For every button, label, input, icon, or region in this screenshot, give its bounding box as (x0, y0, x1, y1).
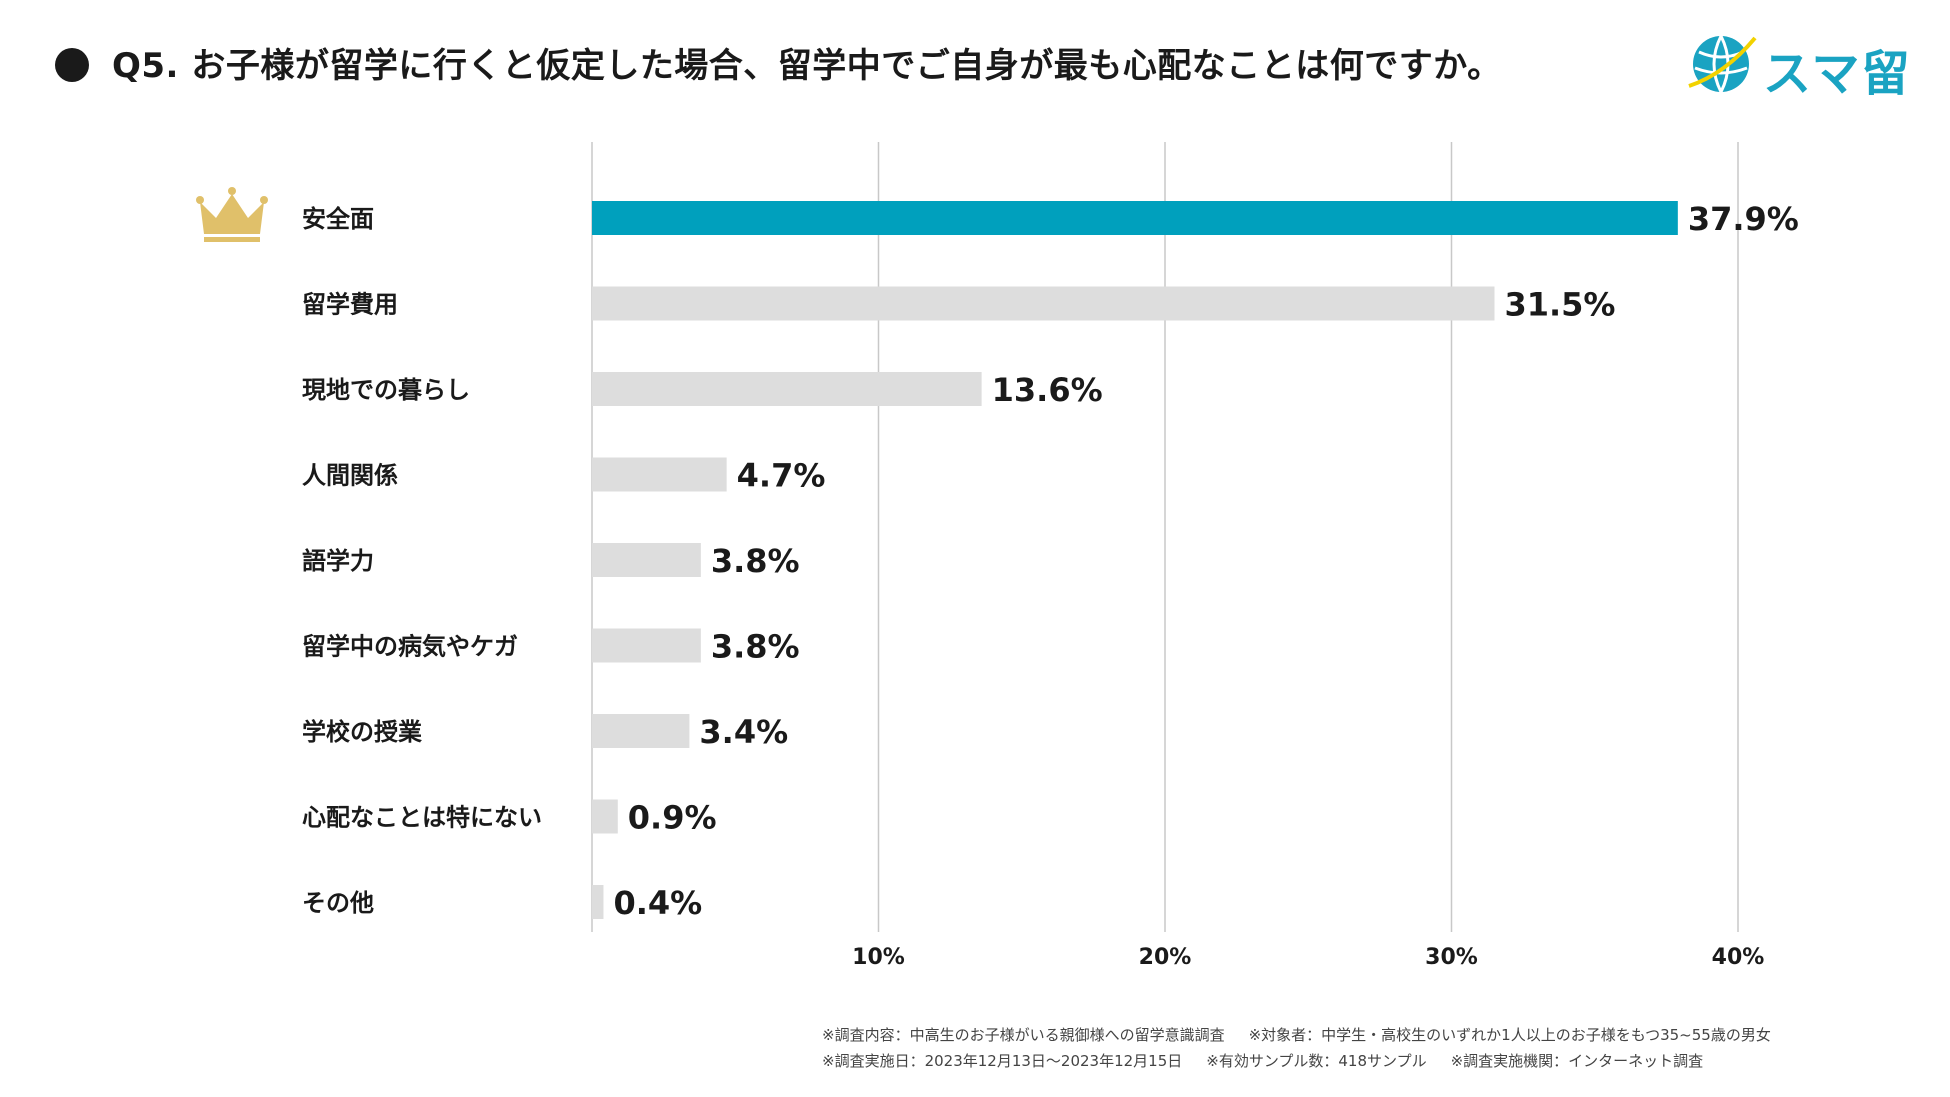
value-label: 3.4% (699, 713, 788, 751)
bullet-icon (55, 48, 89, 82)
footnote-line-1: ※調査内容：中高生のお子様がいる親御様への留学意識調査 ※対象者：中学生・高校生の… (822, 1022, 1771, 1048)
footnote-samples: ※有効サンプル数：418サンプル (1206, 1052, 1427, 1070)
x-axis-ticks: 10% 20% 30% 40% (852, 945, 1764, 970)
category-label: 学校の授業 (302, 718, 422, 746)
footnote-line-2: ※調査実施日：2023年12月13日〜2023年12月15日 ※有効サンプル数：4… (822, 1048, 1771, 1074)
bar (592, 543, 701, 577)
bar (592, 714, 690, 748)
logo: スマ留 (1685, 28, 1925, 102)
value-label: 13.6% (992, 371, 1103, 409)
x-tick-label: 40% (1712, 945, 1765, 970)
category-label: 語学力 (302, 547, 374, 575)
bar (592, 457, 727, 492)
category-label: 留学中の病気やケガ (302, 633, 518, 661)
header: Q5. お子様が留学に行くと仮定した場合、留学中でご自身が最も心配なことは何です… (0, 0, 1950, 130)
category-label: その他 (302, 889, 374, 917)
value-label: 3.8% (711, 542, 800, 580)
bar (592, 628, 701, 663)
logo-text: スマ留 (1763, 46, 1912, 102)
page-title: Q5. お子様が留学に行くと仮定した場合、留学中でご自身が最も心配なことは何です… (112, 46, 1502, 86)
footnote-survey-content: ※調査内容：中高生のお子様がいる親御様への留学意識調査 (822, 1026, 1225, 1044)
bar-chart: 安全面留学費用現地での暮らし人間関係語学力留学中の病気やケガ学校の授業心配なこと… (196, 142, 1799, 970)
category-label: 留学費用 (302, 291, 398, 319)
category-label: 心配なことは特にない (302, 804, 542, 832)
bar (592, 372, 982, 406)
footnotes: ※調査内容：中高生のお子様がいる親御様への留学意識調査 ※対象者：中学生・高校生の… (822, 1022, 1771, 1074)
value-label: 0.9% (628, 799, 717, 837)
crown-icon (196, 187, 268, 242)
globe-logo-icon (1688, 35, 1757, 93)
value-label: 4.7% (737, 457, 826, 495)
value-label: 37.9% (1688, 200, 1799, 238)
bars (592, 201, 1678, 919)
category-label: 安全面 (302, 205, 374, 233)
bar (592, 286, 1495, 321)
value-labels: 37.9% 31.5% 13.6% 4.7% 3.8% 3.8% 3.4% 0.9% 0.4% (613, 200, 1798, 922)
value-label: 0.4% (613, 884, 702, 922)
footnote-target: ※対象者：中学生・高校生のいずれか1人以上のお子様をもつ35~55歳の男女 (1248, 1026, 1771, 1044)
x-tick-label: 10% (852, 945, 905, 970)
value-label: 3.8% (711, 628, 800, 666)
category-labels: 安全面留学費用現地での暮らし人間関係語学力留学中の病気やケガ学校の授業心配なこと… (302, 205, 542, 917)
bar (592, 885, 604, 919)
footnote-date: ※調査実施日：2023年12月13日〜2023年12月15日 (822, 1052, 1183, 1070)
footnote-agency: ※調査実施機関：インターネット調査 (1450, 1052, 1704, 1070)
grid-lines (591, 142, 1739, 932)
bar (592, 201, 1678, 235)
category-label: 人間関係 (302, 462, 398, 490)
x-tick-label: 20% (1139, 945, 1192, 970)
bar (592, 799, 618, 834)
value-label: 31.5% (1504, 286, 1615, 324)
category-label: 現地での暮らし (302, 376, 470, 404)
x-tick-label: 30% (1425, 945, 1478, 970)
